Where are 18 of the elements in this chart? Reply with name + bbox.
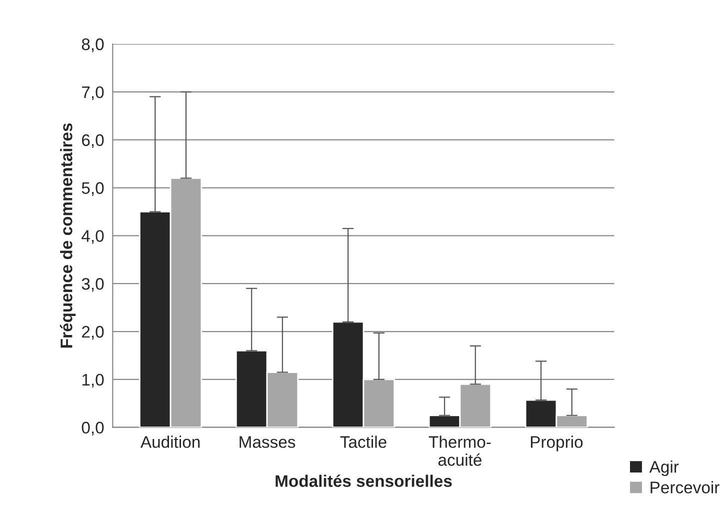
y-tick-label: 0,0 — [82, 422, 104, 436]
y-tick-label: 6,0 — [82, 134, 104, 148]
y-tick-label: 4,0 — [82, 230, 104, 244]
x-tick-label: Thermo- acuité — [428, 436, 491, 466]
y-tick-label: 2,0 — [82, 326, 104, 340]
x-tick-label: Masses — [240, 436, 296, 448]
y-tick-label: 3,0 — [82, 278, 104, 292]
y-tick-label: 1,0 — [82, 374, 104, 388]
y-tick-label: 5,0 — [82, 182, 104, 196]
y-axis-title: Fréquence de commentaires — [60, 123, 76, 348]
y-tick-label: 8,0 — [82, 38, 104, 52]
x-axis-title: Modalités sensorielles — [276, 474, 452, 487]
x-tick-label: Tactile — [340, 436, 386, 448]
legend-label: Percevoir — [650, 481, 720, 494]
x-tick-label: Audition — [140, 436, 200, 448]
x-tick-label: Proprio — [530, 436, 583, 452]
legend-label: Agir — [649, 460, 679, 476]
y-tick-label: 7,0 — [82, 86, 104, 100]
